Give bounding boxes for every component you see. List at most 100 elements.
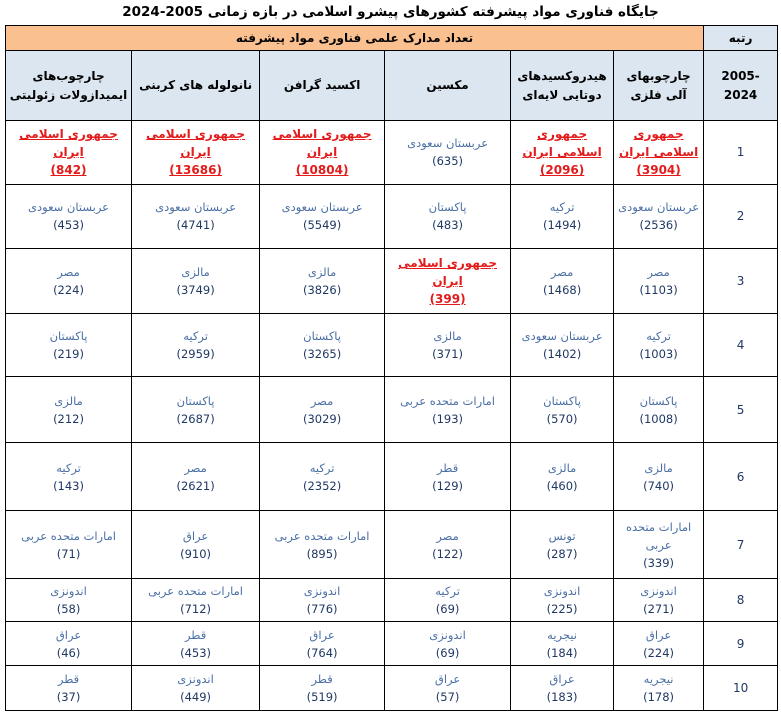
document-count: (460) — [546, 478, 578, 493]
table-cell: مصر (1468) — [510, 247, 615, 315]
table-cell: اندونزی (449) — [131, 665, 261, 711]
document-count: (3749) — [176, 282, 215, 297]
country-name: مالزی — [644, 460, 673, 475]
table-cell: عربستان سعودی (5549) — [259, 183, 386, 249]
document-count: (219) — [53, 347, 84, 362]
table-cell: اندونزی (776) — [259, 577, 386, 623]
table-cell: پاکستان (1008) — [613, 376, 705, 444]
document-count: (143) — [53, 478, 84, 493]
document-count: (183) — [546, 690, 578, 705]
table-cell: مصر (1103) — [613, 247, 705, 315]
country-name: تونس — [548, 528, 576, 543]
country-name: مصر — [184, 460, 207, 475]
table-row: 5 پاکستان (1008) پاکستان (570) امارات متحده ع… — [4, 376, 779, 444]
group-header: تعداد مدارک علمی فناوری مواد پیشرفته — [4, 24, 705, 52]
table-row: 9 عراق (224) نیجریه (184) اندونزی (69) عراق (764… — [4, 621, 779, 667]
table-cell: نیجریه (178) — [613, 665, 705, 711]
country-name: عراق — [55, 627, 82, 642]
country-name: جمهوری اسلامی ایران — [398, 255, 497, 288]
table-cell: اندونزی (271) — [613, 577, 705, 623]
table-cell: ترکیه (1494) — [510, 183, 615, 249]
rank-cell: 4 — [703, 312, 779, 378]
table-cell: پاکستان (483) — [384, 183, 512, 249]
column-header-carbon-nanotubes: نانولوله های کربنی — [131, 50, 261, 121]
table-cell: امارات متحده عربی (339) — [613, 510, 705, 579]
document-count: (5549) — [302, 218, 342, 233]
table-cell: مصر (224) — [4, 247, 133, 315]
document-count: (2096) — [539, 163, 585, 178]
country-name: مصر — [436, 528, 459, 543]
country-name: اندونزی — [429, 627, 466, 642]
document-count: (224) — [643, 645, 675, 660]
country-name: قطر — [436, 460, 459, 475]
country-name: اندونزی — [50, 583, 87, 598]
country-name: عربستان سعودی — [407, 136, 489, 151]
table-cell: مالزی (3749) — [131, 247, 261, 315]
document-count: (910) — [180, 546, 212, 561]
document-count: (178) — [643, 690, 675, 705]
country-name: اندونزی — [177, 672, 214, 687]
country-name: قطر — [184, 627, 207, 642]
table-row: 1 جمهوری اسلامی ایران (3904) جمهوری اسلامی … — [4, 119, 779, 185]
table-cell: جمهوری اسلامی ایران (842) — [4, 119, 133, 185]
page-title: جایگاه فناوری مواد پیشرفته کشورهای پیشرو… — [122, 4, 659, 20]
country-name: عراق — [434, 672, 461, 687]
table-cell: نیجریه (184) — [510, 621, 615, 667]
country-name: عراق — [645, 627, 672, 642]
document-count: (635) — [432, 154, 464, 169]
table-cell: عربستان سعودی (453) — [4, 183, 133, 249]
document-count: (712) — [180, 601, 212, 616]
rank-cell: 7 — [703, 510, 779, 579]
country-name: عراق — [309, 627, 335, 642]
table-cell: مصر (3029) — [259, 376, 386, 444]
country-name: عراق — [182, 528, 209, 543]
table-row: 4 ترکیه (1003) عربستان سعودی (1402) مالزی (371… — [4, 312, 779, 378]
document-count: (184) — [546, 645, 578, 660]
table-row: 10 نیجریه (178) عراق (183) عراق (57) قطر (519) ان… — [4, 665, 779, 711]
document-count: (71) — [56, 546, 81, 561]
column-header-zif: چارچوب‌های ایمیدازولات زئولیتی — [4, 50, 133, 121]
country-name: ترکیه — [646, 329, 671, 344]
country-name: ترکیه — [549, 200, 575, 215]
table-cell: عربستان سعودی (4741) — [131, 183, 261, 249]
document-count: (371) — [432, 347, 464, 362]
table-cell: عراق (224) — [613, 621, 705, 667]
country-name: جمهوری اسلامی ایران — [272, 127, 372, 160]
rank-cell: 8 — [703, 577, 779, 623]
table-column-header-row: 2005-2024 چارچوبهای آلی فلزی هیدروکسیدها… — [4, 50, 779, 121]
rank-cell: 10 — [703, 665, 779, 711]
document-count: (212) — [53, 411, 84, 426]
country-name: اندونزی — [303, 583, 341, 598]
table-cell: عراق (183) — [510, 665, 615, 711]
column-header-graphene-oxide: اکسید گرافن — [259, 50, 386, 121]
table-cell: ترکیه (2959) — [131, 312, 261, 378]
country-name: مالزی — [54, 393, 83, 408]
table-cell: امارات متحده عربی (193) — [384, 376, 512, 444]
table-cell: مصر (122) — [384, 510, 512, 579]
country-name: مصر — [647, 264, 670, 279]
document-count: (57) — [435, 690, 460, 705]
country-name: پاکستان — [176, 393, 215, 408]
table-row: 3 مصر (1103) مصر (1468) جمهوری اسلامی ایران (3… — [4, 247, 779, 315]
document-count: (3029) — [302, 411, 342, 426]
table-cell: اندونزی (69) — [384, 621, 512, 667]
document-count: (449) — [180, 690, 212, 705]
document-count: (69) — [435, 601, 460, 616]
table-cell: پاکستان (3265) — [259, 312, 386, 378]
table-cell: مالزی (3826) — [259, 247, 386, 315]
column-header-mxene: مکسین — [384, 50, 512, 121]
document-count: (519) — [306, 690, 338, 705]
country-name: مصر — [550, 264, 574, 279]
period-header: 2005-2024 — [703, 50, 779, 121]
document-count: (895) — [306, 546, 338, 561]
table-cell: اندونزی (225) — [510, 577, 615, 623]
table-cell: عربستان سعودی (1402) — [510, 312, 615, 378]
country-name: مالزی — [181, 264, 210, 279]
document-count: (1103) — [639, 282, 678, 297]
rank-header: رتبه — [703, 24, 779, 52]
country-name: پاکستان — [428, 200, 467, 215]
document-count: (122) — [432, 546, 464, 561]
table-cell: پاکستان (570) — [510, 376, 615, 444]
country-name: مالزی — [307, 264, 337, 279]
